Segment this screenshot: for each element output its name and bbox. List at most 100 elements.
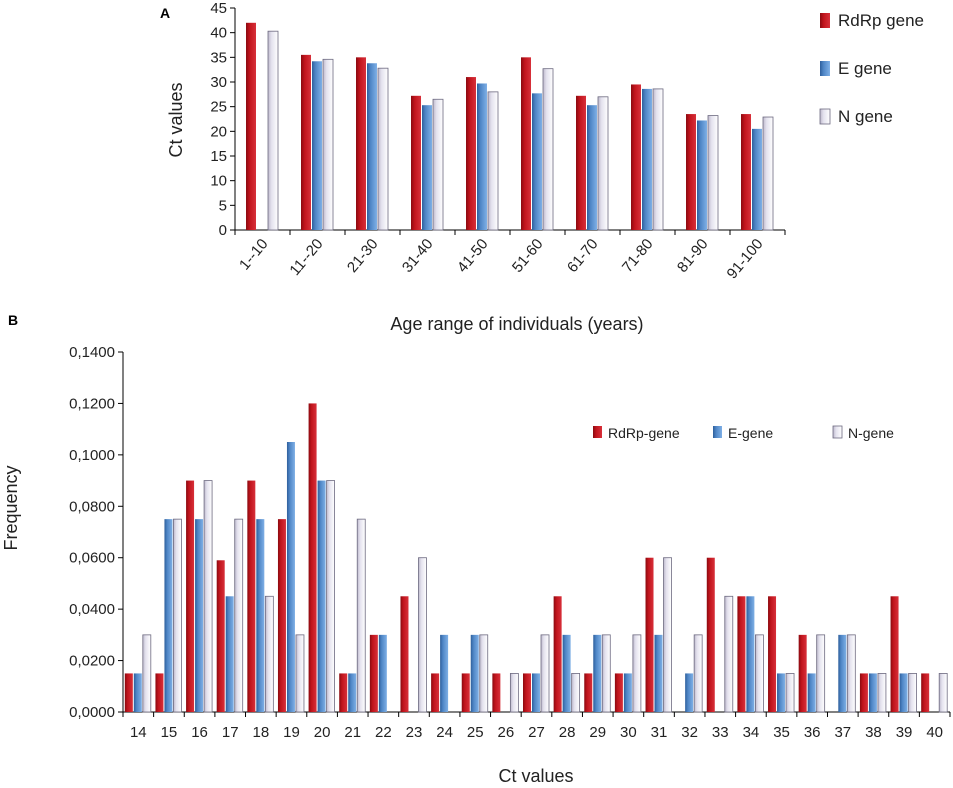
panel-a-bar-rdrp-gene — [466, 77, 476, 230]
panel-b-bar-rdrp-gene — [277, 519, 286, 712]
panel-b-bar-rdrp-gene — [155, 673, 164, 712]
panel-a-bar-e-gene — [422, 105, 432, 230]
panel-b-bar-rdrp-gene — [400, 596, 409, 712]
panel-a-y-tick-label: 30 — [210, 74, 227, 91]
panel-b-x-tick-label: 33 — [712, 724, 729, 741]
panel-b-bar-n-gene — [356, 518, 366, 713]
panel-b-x-tick-label: 38 — [865, 724, 882, 741]
panel-b-bar-rdrp-gene — [584, 673, 593, 712]
panel-b-bar-n-gene — [938, 673, 948, 713]
panel-b-x-tick-label: 34 — [743, 724, 760, 741]
panel-b-bar-rdrp-gene — [124, 673, 133, 712]
panel-b-x-tick-label: 21 — [344, 724, 361, 741]
panel-b-x-tick-label: 18 — [252, 724, 269, 741]
panel-b-x-tick-label: 23 — [406, 724, 423, 741]
panel-b-bar-e-gene — [440, 634, 449, 712]
panel-a-bar-rdrp-gene — [631, 84, 641, 230]
panel-b-bar-e-gene — [838, 634, 847, 712]
panel-b-x-tick-label: 30 — [620, 724, 637, 741]
panel-b-legend-label: RdRp-gene — [608, 425, 680, 441]
panel-b-y-tick-label: 0,1000 — [69, 447, 115, 464]
panel-b-legend-label: E-gene — [728, 425, 773, 441]
panel-a-x-tick-label: 21-30 — [344, 236, 382, 276]
panel-b-bar-rdrp-gene — [645, 557, 654, 712]
panel-b-y-tick-label: 0,0600 — [69, 550, 115, 567]
panel-a-bar-rdrp-gene — [301, 54, 311, 230]
panel-b-bar-n-gene — [264, 595, 274, 713]
panel-b-bar-n-gene — [632, 634, 642, 713]
panel-a-bar-rdrp-gene — [356, 57, 366, 231]
panel-a-bar-n-gene — [377, 67, 389, 231]
panel-b-bar-n-gene — [540, 634, 550, 713]
panel-b-y-tick-label: 0,0400 — [69, 601, 115, 618]
panel-a-y-tick-label: 0 — [219, 222, 227, 239]
panel-a-bar-rdrp-gene — [741, 114, 751, 230]
panel-b-bar-rdrp-gene — [553, 596, 562, 712]
panel-b-bar-e-gene — [593, 634, 602, 712]
panel-b-bar-e-gene — [807, 673, 816, 712]
panel-b-bar-e-gene — [378, 634, 387, 712]
panel-b-x-tick-label: 25 — [467, 724, 484, 741]
panel-b-bar-rdrp-gene — [492, 673, 501, 712]
panel-b-x-tick-label: 37 — [834, 724, 851, 741]
panel-a-y-tick-label: 10 — [210, 173, 227, 190]
panel-a-x-tick-label: 31-40 — [399, 236, 437, 276]
panel-b-bar-n-gene — [203, 480, 213, 713]
panel-b-x-tick-label: 15 — [161, 724, 178, 741]
panel-b-bar-rdrp-gene — [768, 596, 777, 712]
panel-a-bar-e-gene — [642, 88, 652, 230]
panel-b-bar-n-gene — [142, 634, 152, 713]
panel-b-y-axis-label: Frequency — [1, 465, 21, 550]
panel-b-x-tick-label: 32 — [681, 724, 698, 741]
panel-a-x-tick-label: 61-70 — [564, 236, 602, 276]
panel-b-label: B — [8, 312, 18, 328]
panel-b-bar-rdrp-gene — [247, 480, 256, 712]
panel-b-bar-e-gene — [623, 673, 632, 712]
panel-b-bar-rdrp-gene — [216, 560, 225, 712]
panel-b-bar-rdrp-gene — [614, 673, 623, 712]
panel-b-x-tick-label: 22 — [375, 724, 392, 741]
panel-b-bar-e-gene — [777, 673, 786, 712]
panel-b-bar-e-gene — [868, 673, 877, 712]
panel-b-bar-rdrp-gene — [859, 673, 868, 712]
panel-b-bar-e-gene — [164, 519, 173, 712]
panel-b-bar-rdrp-gene — [737, 596, 746, 712]
panel-a-bar-n-gene — [267, 30, 279, 231]
panel-a-bar-n-gene — [322, 58, 334, 231]
panel-a-x-tick-label: 1--10 — [236, 236, 272, 274]
panel-b-bar-rdrp-gene — [523, 673, 531, 712]
panel-b-x-tick-label: 14 — [130, 724, 147, 741]
panel-b-x-tick-label: 24 — [436, 724, 453, 741]
panel-a-bar-n-gene — [487, 91, 499, 231]
panel-b-x-tick-label: 28 — [559, 724, 576, 741]
panel-a-x-tick-label: 51-60 — [509, 236, 547, 276]
panel-a-bar-n-gene — [432, 98, 444, 231]
panel-b-x-tick-label: 16 — [191, 724, 208, 741]
panel-b-bar-e-gene — [348, 673, 357, 712]
panel-b-x-tick-label: 29 — [589, 724, 606, 741]
panel-b-bar-n-gene — [846, 634, 856, 713]
panel-a-bar-n-gene — [652, 88, 664, 231]
panel-b-y-tick-label: 0,0800 — [69, 498, 115, 515]
panel-a-bar-rdrp-gene — [576, 95, 586, 231]
panel-b-x-tick-label: 19 — [283, 724, 300, 741]
panel-b-bar-e-gene — [685, 673, 694, 712]
panel-b-bar-n-gene — [479, 634, 489, 713]
panel-b-legend-swatch — [593, 426, 602, 438]
panel-a-x-tick-label: 11--20 — [286, 236, 326, 279]
panel-a-x-axis-label: Age range of individuals (years) — [390, 314, 643, 334]
panel-b-bar-n-gene — [509, 673, 519, 713]
panel-a-bar-rdrp-gene — [521, 57, 531, 231]
panel-a-legend-label: E gene — [838, 59, 892, 78]
panel-a-y-tick-label: 45 — [210, 0, 227, 17]
panel-b-bar-e-gene — [195, 519, 204, 712]
panel-b-x-tick-label: 31 — [651, 724, 668, 741]
panel-b-bar-rdrp-gene — [369, 634, 378, 712]
panel-a-bar-e-gene — [477, 83, 487, 230]
panel-b-bar-n-gene — [295, 634, 305, 713]
panel-b-bar-n-gene — [816, 634, 826, 713]
panel-b-chart: Frequency Ct values 0,0000 0,0200 0,0400 0,… — [1, 344, 951, 786]
panel-b-x-tick-label: 17 — [222, 724, 239, 741]
panel-b-y-tick-label: 0,0200 — [69, 653, 115, 670]
